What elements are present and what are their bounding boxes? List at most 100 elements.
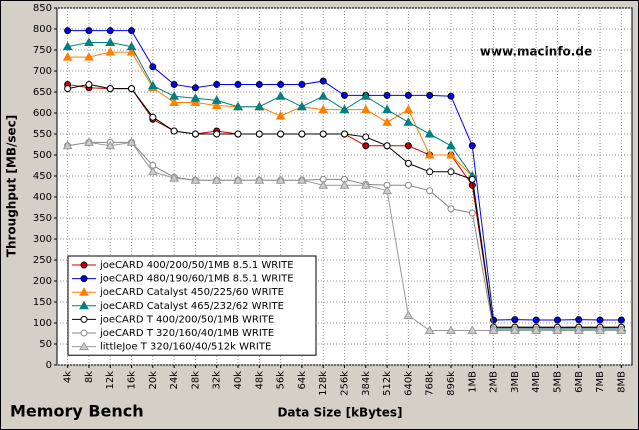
marker <box>339 180 350 189</box>
x-tick-label: 28k <box>190 371 201 390</box>
marker <box>360 91 371 100</box>
marker <box>510 325 520 335</box>
marker <box>128 85 136 93</box>
marker <box>382 185 392 195</box>
marker <box>319 77 327 85</box>
marker <box>318 91 329 100</box>
marker <box>85 27 93 35</box>
marker <box>149 113 157 121</box>
marker <box>319 130 327 138</box>
x-tick-label: 64k <box>297 371 308 390</box>
legend-label: joeCARD Catalyst 450/225/60 WRITE <box>99 287 284 298</box>
marker <box>575 316 583 324</box>
x-tick-label: 4k <box>63 371 74 383</box>
marker <box>254 175 265 184</box>
x-tick-label: 8MB <box>616 371 627 393</box>
marker <box>64 85 72 93</box>
marker <box>488 325 499 335</box>
x-tick-label: 8k <box>84 371 95 383</box>
x-tick-label: 5MB <box>552 371 563 393</box>
marker <box>447 205 455 213</box>
y-tick-label: 700 <box>33 66 52 77</box>
x-tick-label: 512k <box>382 371 393 396</box>
x-tick-label: 128k <box>318 371 329 396</box>
marker <box>169 91 179 100</box>
marker <box>532 316 540 324</box>
marker <box>341 91 348 99</box>
legend-box <box>67 255 317 356</box>
x-tick-label: 6MB <box>574 371 585 393</box>
x-tick-label: 1MB <box>467 371 478 393</box>
marker <box>382 104 392 114</box>
x-tick-label: 24k <box>169 371 180 390</box>
marker <box>191 130 199 138</box>
marker <box>360 180 371 189</box>
marker <box>424 149 435 159</box>
marker <box>595 325 605 335</box>
marker <box>254 101 265 111</box>
marker <box>211 175 222 184</box>
marker <box>126 41 137 51</box>
marker <box>190 97 201 106</box>
marker <box>79 287 89 296</box>
marker <box>84 52 94 61</box>
marker <box>553 316 561 324</box>
marker <box>446 140 456 150</box>
marker <box>468 209 476 217</box>
y-tick-label: 600 <box>33 108 52 119</box>
marker <box>277 130 285 138</box>
marker <box>190 93 201 102</box>
x-tick-label: 48k <box>254 371 265 390</box>
marker <box>170 127 178 135</box>
y-axis-label: Throughput [MB/sec] <box>5 115 19 257</box>
series <box>64 80 625 331</box>
x-tick-label: 4MB <box>531 371 542 393</box>
marker <box>106 85 114 93</box>
marker <box>298 80 306 88</box>
legend-label: joeCARD T 400/200/50/1MB WRITE <box>99 314 274 325</box>
y-tick-label: 150 <box>33 297 52 308</box>
marker <box>573 325 584 335</box>
marker <box>362 142 370 150</box>
x-tick-label: 40k <box>233 371 244 390</box>
marker <box>234 80 242 88</box>
y-tick-label: 750 <box>33 45 52 56</box>
x-tick-label: 3MB <box>510 371 521 393</box>
y-tick-label: 450 <box>33 171 52 182</box>
marker <box>468 175 476 183</box>
marker <box>383 91 391 99</box>
marker <box>531 325 542 335</box>
x-tick-label: 20k <box>148 371 159 390</box>
marker <box>80 329 88 337</box>
x-tick-label: 12k <box>105 371 116 390</box>
marker <box>275 91 286 100</box>
y-tick-label: 300 <box>33 234 52 245</box>
y-tick-label: 650 <box>33 87 52 98</box>
marker <box>79 341 89 351</box>
marker <box>339 104 350 114</box>
x-tick-label: 7MB <box>595 371 606 393</box>
marker <box>297 175 307 184</box>
x-tick-label: 384k <box>361 371 372 396</box>
marker <box>169 97 179 106</box>
marker <box>447 92 455 100</box>
marker <box>424 128 435 138</box>
marker <box>277 80 285 88</box>
x-tick-label: 2MB <box>489 371 500 393</box>
marker <box>213 80 221 88</box>
marker <box>617 316 625 324</box>
marker <box>126 137 137 146</box>
marker <box>147 166 158 176</box>
y-tick-label: 800 <box>33 24 52 35</box>
marker <box>149 63 157 71</box>
marker <box>255 130 263 138</box>
marker <box>62 52 73 61</box>
marker <box>446 325 456 335</box>
marker <box>404 159 412 167</box>
y-tick-label: 100 <box>33 318 52 329</box>
x-tick-label: 56k <box>276 371 287 390</box>
x-tick-label: 640k <box>403 371 414 396</box>
x-tick-label: 16k <box>127 371 138 390</box>
marker <box>552 325 563 335</box>
series <box>62 137 627 335</box>
